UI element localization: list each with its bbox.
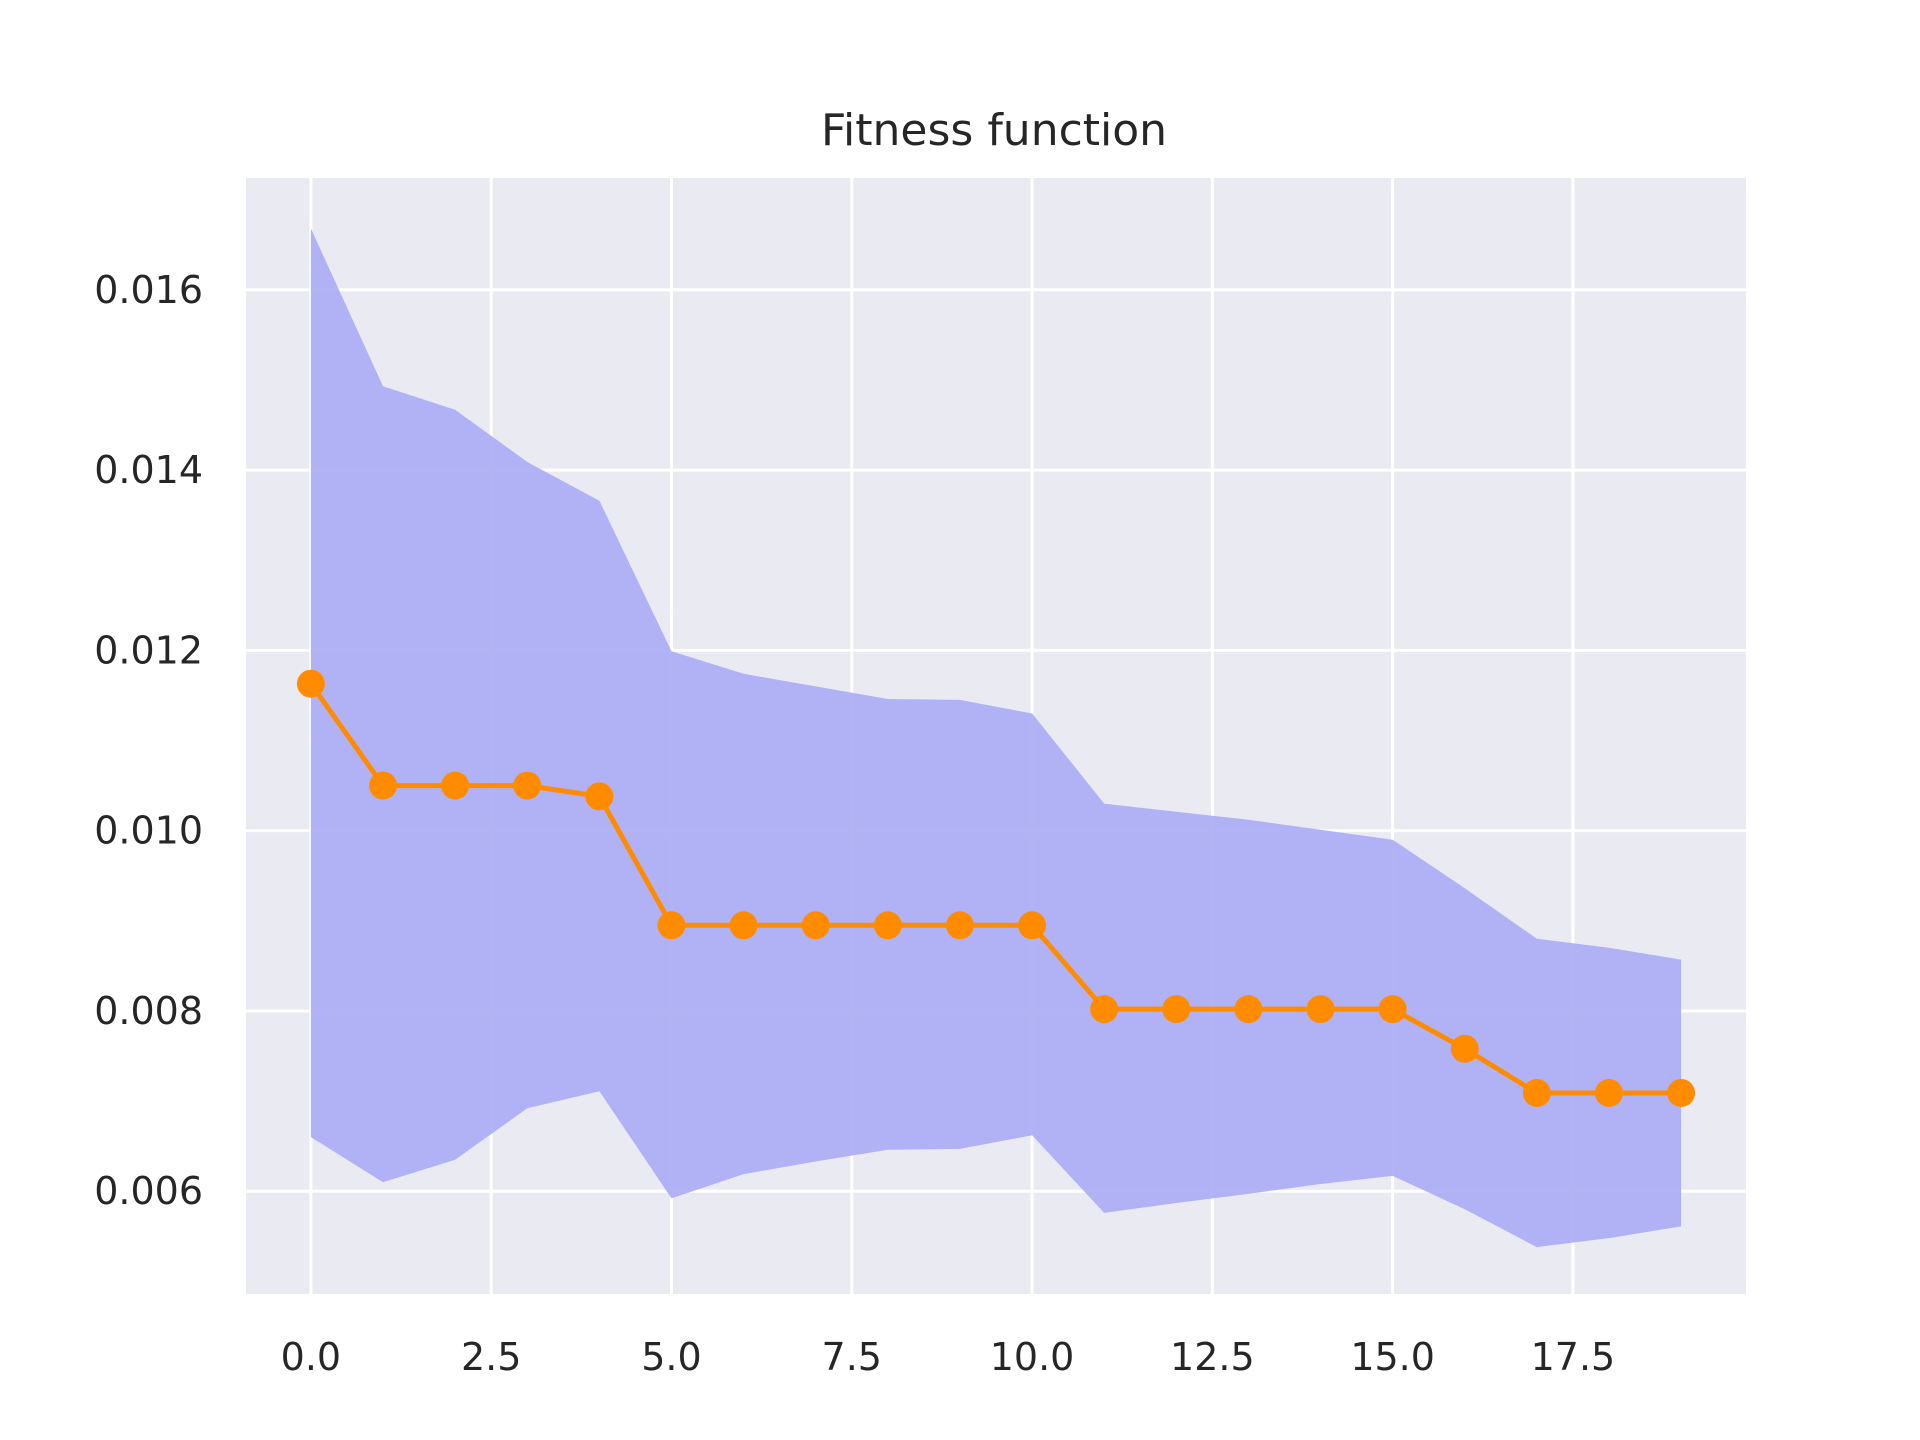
x-tick-labels: 0.0 2.5 5.0 7.5 10.0 12.5 15.0 17.5	[281, 1335, 1616, 1379]
data-point	[513, 771, 542, 800]
data-point	[1594, 1078, 1623, 1107]
y-tick-label: 0.008	[94, 989, 203, 1033]
data-point	[801, 911, 830, 940]
x-tick-label: 10.0	[990, 1335, 1075, 1379]
data-point	[441, 771, 470, 800]
confidence-band	[310, 228, 1682, 1248]
data-point	[945, 911, 974, 940]
data-point	[585, 782, 614, 811]
data-point	[729, 911, 758, 940]
data-point	[296, 669, 325, 698]
data-point	[1667, 1078, 1696, 1107]
x-tick-label: 0.0	[281, 1335, 341, 1379]
y-tick-labels: 0.006 0.008 0.010 0.012 0.014 0.016	[94, 268, 203, 1213]
data-point	[1378, 995, 1407, 1024]
chart-title: Fitness function	[821, 105, 1167, 156]
x-tick-label: 15.0	[1350, 1335, 1435, 1379]
y-tick-label: 0.006	[94, 1169, 203, 1213]
data-point	[1306, 995, 1335, 1024]
data-point	[657, 911, 686, 940]
band-area	[310, 228, 1682, 1248]
x-tick-label: 12.5	[1170, 1335, 1255, 1379]
x-tick-label: 5.0	[641, 1335, 701, 1379]
data-point	[1234, 995, 1263, 1024]
x-tick-label: 7.5	[822, 1335, 882, 1379]
y-tick-label: 0.014	[94, 448, 203, 492]
y-tick-label: 0.012	[94, 628, 203, 672]
data-point	[1018, 911, 1047, 940]
data-point	[873, 911, 902, 940]
data-point	[1090, 995, 1119, 1024]
data-point	[1522, 1078, 1551, 1107]
data-point	[1162, 995, 1191, 1024]
y-tick-label: 0.010	[94, 809, 203, 853]
data-point	[369, 771, 398, 800]
x-tick-label: 2.5	[461, 1335, 521, 1379]
data-point	[1450, 1034, 1479, 1063]
series-points	[296, 669, 1696, 1107]
x-tick-label: 17.5	[1531, 1335, 1616, 1379]
y-tick-label: 0.016	[94, 268, 203, 312]
